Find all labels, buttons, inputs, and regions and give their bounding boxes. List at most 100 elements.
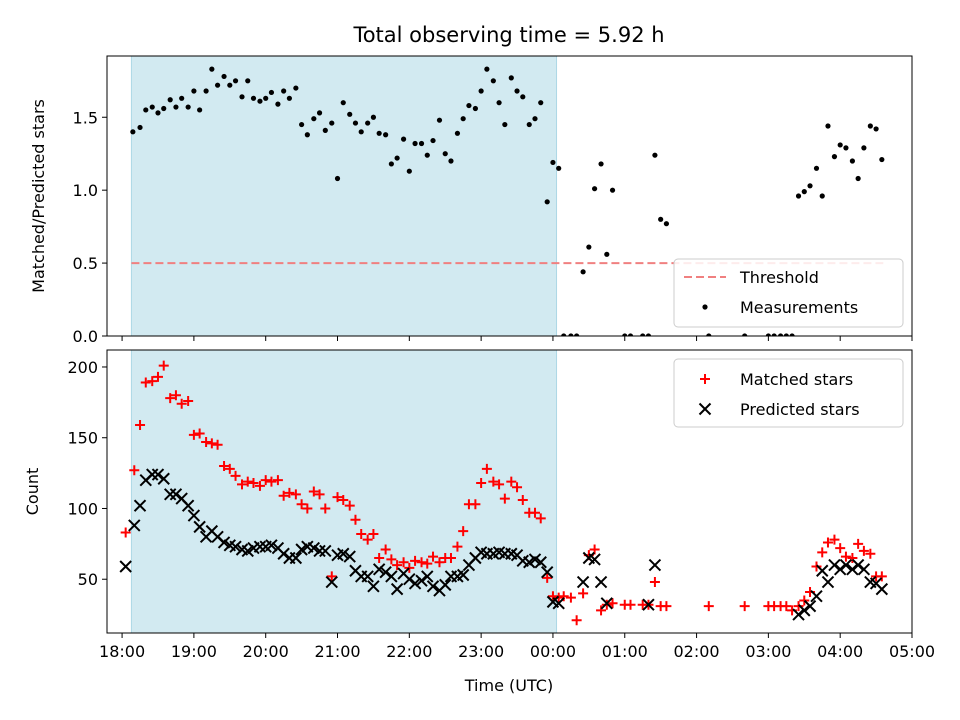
measurement-point <box>221 73 227 80</box>
predicted-star-point <box>253 540 267 553</box>
measurement-point <box>789 333 795 336</box>
matched-star-point <box>314 489 325 500</box>
legend-matched-swatch <box>700 374 710 384</box>
matched-star-point <box>135 419 146 430</box>
predicted-star-point <box>552 597 565 610</box>
x-tick-label: 20:00 <box>243 642 289 661</box>
top-legend: Threshold Measurements <box>673 258 904 328</box>
measurement-point <box>783 333 789 336</box>
predicted-star-point <box>792 608 805 621</box>
measurement-point <box>370 114 377 120</box>
predicted-star-point <box>648 558 662 572</box>
measurement-point <box>257 98 263 104</box>
matched-stars-series <box>120 360 887 626</box>
bottom-y-tick-label: 150 <box>67 429 98 448</box>
predicted-star-point <box>325 575 338 589</box>
matched-star-point <box>571 615 582 626</box>
measurement-point <box>538 100 544 106</box>
matched-star-point <box>176 398 187 409</box>
legend-threshold-label: Threshold <box>739 268 819 287</box>
x-tick-label: 03:00 <box>745 642 791 661</box>
measurement-point <box>173 104 179 110</box>
measurement-point <box>430 137 436 144</box>
predicted-star-point <box>403 573 416 586</box>
measurement-point <box>299 121 305 128</box>
measurement-point <box>580 269 586 275</box>
predicted-stars-series <box>119 468 889 621</box>
measurement-point <box>268 89 275 96</box>
predicted-star-point <box>193 520 206 534</box>
matched-star-point <box>822 537 833 548</box>
matched-star-point <box>120 527 131 538</box>
bottom-y-tick-label: 200 <box>67 358 98 377</box>
matched-star-point <box>392 560 403 571</box>
x-tick-label: 19:00 <box>171 642 217 661</box>
predicted-star-point <box>810 590 823 603</box>
matched-star-point <box>494 479 505 490</box>
x-tick-label: 00:00 <box>530 642 576 661</box>
predicted-star-point <box>187 509 201 522</box>
top-panel: 0.0 0.5 1.0 1.5 Matched/Predicted stars Thres… <box>29 55 913 346</box>
predicted-star-point <box>426 580 440 593</box>
predicted-star-point <box>833 563 847 576</box>
matched-star-point <box>140 377 151 388</box>
matched-star-point <box>188 429 199 440</box>
predicted-star-point <box>576 575 590 589</box>
measurement-point <box>484 66 490 72</box>
matched-star-point <box>410 555 421 566</box>
measurement-point <box>849 158 855 164</box>
matched-star-point <box>129 465 140 476</box>
measurement-point <box>813 165 820 171</box>
matched-star-point <box>386 554 397 565</box>
matched-star-point <box>517 494 528 505</box>
legend-measurement-label: Measurements <box>740 298 858 317</box>
measurement-point <box>365 120 371 126</box>
measurement-point <box>137 124 143 131</box>
predicted-star-point <box>385 570 398 583</box>
predicted-star-point <box>157 472 170 485</box>
measurement-point <box>418 140 425 147</box>
measurement-point <box>311 116 317 122</box>
predicted-star-point <box>798 604 811 617</box>
measurement-point <box>658 216 664 222</box>
bottom-legend: Matched stars Predicted stars <box>673 358 904 428</box>
matched-star-point <box>237 479 248 490</box>
matched-star-point <box>858 545 869 556</box>
matched-star-point <box>445 553 456 564</box>
measurement-point <box>550 159 556 166</box>
legend-box <box>673 358 904 428</box>
measurement-point <box>316 110 323 116</box>
matched-star-point <box>601 599 612 610</box>
bottom-y-tick-label: 100 <box>67 499 98 518</box>
measurement-point <box>347 111 353 117</box>
measurement-point <box>329 120 335 126</box>
matched-star-point <box>853 538 864 549</box>
top-y-tick-label: 0.5 <box>73 254 98 273</box>
matched-star-point <box>781 601 792 612</box>
measurement-point <box>831 154 838 160</box>
matched-star-point <box>356 528 367 539</box>
matched-star-point <box>565 592 576 603</box>
bottom-plot-area <box>119 350 889 633</box>
matched-star-point <box>703 601 714 612</box>
matched-star-point <box>350 514 361 525</box>
predicted-star-point <box>319 544 332 558</box>
measurement-point <box>591 186 598 192</box>
measurement-point <box>155 110 161 116</box>
measurement-point <box>520 94 526 100</box>
matched-star-point <box>224 463 235 474</box>
matched-star-point <box>470 499 481 510</box>
matched-star-point <box>499 493 510 504</box>
measurement-point <box>514 88 520 94</box>
matched-star-point <box>278 490 289 501</box>
predicted-star-point <box>439 578 452 592</box>
x-tick-label: 01:00 <box>602 642 648 661</box>
matched-star-point <box>506 476 517 487</box>
measurement-point <box>454 130 461 136</box>
matched-star-point <box>290 489 301 500</box>
measurement-point <box>609 187 616 193</box>
measurement-point <box>250 95 257 101</box>
matched-star-point <box>326 571 337 582</box>
bottom-axes-frame <box>106 349 913 634</box>
measurement-point <box>843 145 849 151</box>
